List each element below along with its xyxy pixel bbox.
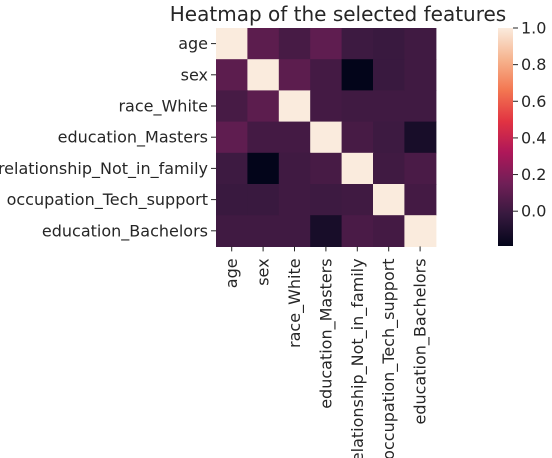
heatmap-cell [341,184,374,216]
heatmap-cell [341,121,374,154]
heatmap-cell [216,152,248,185]
heatmap-cell [404,152,437,185]
heatmap-cell [216,59,248,91]
heatmap-cell [310,152,343,185]
x-tick-label: education_Bachelors [411,258,431,424]
heatmap-cell [216,121,248,154]
heatmap-cell [216,90,248,123]
heatmap-cell [373,59,405,91]
heatmap-cell [310,28,343,60]
heatmap-cell [341,90,374,123]
chart-title: Heatmap of the selected features [170,2,506,26]
heatmap-cell [310,59,343,91]
y-tick-label: education_Masters [58,128,208,148]
heatmap-cell [247,184,280,216]
heatmap-cell [247,152,280,185]
heatmap-cell [404,215,437,247]
colorbar-tick-label: 0.6 [521,92,546,111]
x-tick-label: sex [254,258,273,285]
heatmap-cell [341,59,374,91]
colorbar-tick-label: 0.0 [521,202,546,221]
heatmap-cell [373,152,405,185]
x-tick-label: education_Masters [316,258,336,408]
heatmap-cell [404,59,437,91]
heatmap-cell [216,28,248,60]
y-tick-label: occupation_Tech_support [7,190,208,210]
heatmap-cell [278,184,311,216]
heatmap-cell [278,90,311,123]
heatmap-cell [247,90,280,123]
heatmap-cell [278,28,311,60]
heatmap-cell [404,121,437,154]
heatmap-cell [341,215,374,247]
heatmap-cell [247,121,280,154]
x-tick-label: occupation_Tech_support [379,258,399,458]
heatmap-cell [247,215,280,247]
heatmap-cell [247,28,280,60]
y-axis-tick-labels: age sex race_White education_Mastersrelatio… [0,34,216,241]
colorbar-gradient [498,28,513,246]
heatmap-cell [247,59,280,91]
heatmap-cell [278,121,311,154]
colorbar-tick-label: 0.2 [521,165,546,184]
x-tick-label: relationship_Not_in_family [348,258,368,458]
y-tick-label: sex [181,65,208,84]
heatmap-cell [373,184,405,216]
heatmap-cell [373,28,405,60]
colorbar-tick-label: 0.8 [521,55,546,74]
heatmap-cell [373,121,405,154]
heatmap-cell [341,152,374,185]
heatmap-cell [216,215,248,247]
y-tick-label: relationship_Not_in_family [0,159,208,179]
heatmap-cell [404,28,437,60]
heatmap-cell [373,90,405,123]
heatmap-cell [278,152,311,185]
heatmap-cell [404,184,437,216]
heatmap-cell [373,215,405,247]
heatmap-cell [310,121,343,154]
x-tick-label: race_White [285,258,305,348]
heatmap-cell [341,28,374,60]
x-axis-tick-labels: age sex race_White education_Masters relatio… [222,246,431,458]
heatmap-cells [216,28,437,247]
colorbar: 1.0 0.8 0.6 0.4 0.2 0.0 [498,19,546,246]
y-tick-label: education_Bachelors [42,221,208,241]
x-tick-label: age [222,258,241,288]
heatmap-cell [310,90,343,123]
heatmap-cell [278,215,311,247]
heatmap-cell [404,90,437,123]
heatmap-cell [278,59,311,91]
colorbar-tick-label: 1.0 [521,19,546,38]
heatmap-cell [216,184,248,216]
colorbar-tick-label: 0.4 [521,128,546,147]
y-tick-label: race_White [118,97,208,117]
heatmap-cell [310,184,343,216]
y-tick-label: age [178,34,208,53]
heatmap-cell [310,215,343,247]
